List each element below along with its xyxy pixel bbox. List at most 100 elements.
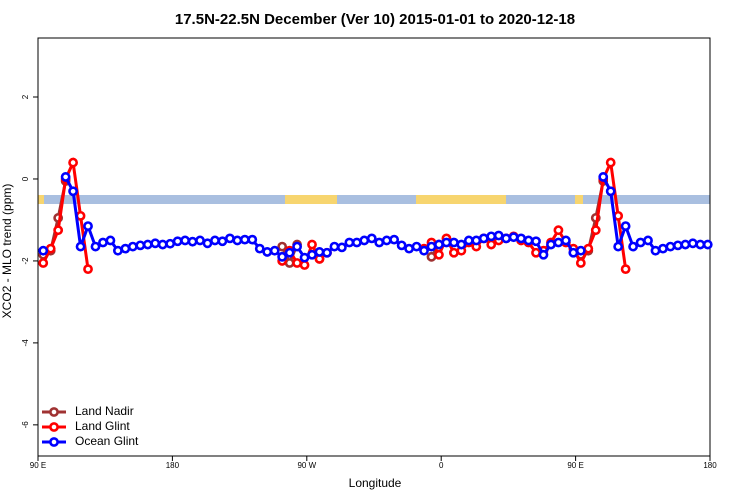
point bbox=[336, 242, 347, 253]
x-tick-label: 90 E bbox=[567, 461, 583, 470]
point bbox=[419, 245, 429, 256]
point bbox=[404, 243, 414, 254]
point bbox=[322, 247, 332, 258]
point bbox=[135, 240, 146, 251]
x-tick-label: 0 bbox=[439, 461, 444, 470]
point bbox=[366, 233, 377, 244]
point bbox=[553, 225, 564, 236]
point bbox=[269, 245, 280, 256]
point bbox=[299, 252, 310, 263]
point bbox=[195, 235, 205, 246]
point bbox=[605, 186, 616, 197]
x-tick-label: 180 bbox=[166, 461, 180, 470]
point bbox=[329, 241, 340, 252]
point bbox=[150, 238, 161, 249]
point bbox=[165, 238, 176, 249]
point bbox=[523, 235, 534, 246]
point bbox=[516, 233, 526, 244]
point bbox=[680, 239, 691, 250]
point bbox=[598, 172, 609, 182]
point bbox=[254, 243, 265, 254]
point bbox=[493, 230, 504, 241]
point bbox=[172, 236, 183, 247]
point bbox=[202, 238, 213, 249]
point bbox=[284, 258, 295, 268]
point bbox=[314, 247, 325, 257]
point bbox=[643, 235, 653, 246]
point bbox=[463, 235, 474, 246]
point bbox=[501, 233, 512, 244]
point bbox=[583, 243, 594, 254]
point bbox=[396, 240, 407, 251]
point bbox=[351, 237, 362, 248]
x-tick-label: 90 W bbox=[297, 461, 316, 470]
point bbox=[568, 247, 579, 258]
point bbox=[277, 251, 288, 262]
point bbox=[441, 237, 452, 248]
point bbox=[142, 239, 153, 250]
point bbox=[83, 264, 93, 275]
legend-marker bbox=[49, 422, 59, 432]
legend-label: Land Glint bbox=[75, 419, 130, 433]
point bbox=[127, 241, 138, 252]
legend-label: Ocean Glint bbox=[75, 434, 139, 448]
point bbox=[486, 231, 497, 242]
point bbox=[695, 239, 706, 250]
point bbox=[374, 237, 385, 248]
point bbox=[53, 225, 64, 236]
point bbox=[292, 258, 302, 268]
point bbox=[486, 239, 497, 250]
point bbox=[575, 245, 586, 256]
series bbox=[38, 172, 713, 263]
point bbox=[471, 235, 482, 246]
point bbox=[426, 241, 437, 252]
point bbox=[307, 239, 317, 250]
point bbox=[292, 241, 302, 252]
point bbox=[590, 225, 601, 236]
x-tick-label: 90 E bbox=[30, 461, 46, 470]
point bbox=[90, 241, 101, 252]
point bbox=[120, 243, 131, 254]
x-tick-label: 180 bbox=[703, 461, 717, 470]
point bbox=[702, 239, 713, 250]
point bbox=[434, 249, 444, 260]
legend-marker bbox=[49, 437, 59, 447]
point bbox=[478, 233, 489, 244]
point bbox=[531, 236, 541, 247]
point bbox=[389, 234, 400, 245]
point bbox=[628, 241, 638, 252]
point bbox=[448, 237, 459, 248]
point bbox=[605, 157, 616, 168]
point bbox=[635, 237, 646, 248]
point bbox=[284, 247, 295, 258]
point bbox=[426, 251, 437, 262]
point bbox=[448, 247, 459, 258]
point bbox=[277, 241, 288, 252]
point bbox=[68, 157, 78, 168]
y-tick-label: -4 bbox=[21, 339, 30, 347]
point bbox=[613, 241, 624, 252]
point bbox=[456, 239, 467, 250]
point bbox=[687, 238, 698, 249]
surface-strip bbox=[38, 195, 710, 204]
legend-marker bbox=[49, 407, 59, 417]
point bbox=[98, 237, 108, 248]
y-tick-label: 0 bbox=[21, 176, 30, 181]
point bbox=[217, 236, 228, 247]
point bbox=[210, 235, 220, 246]
point bbox=[359, 235, 370, 246]
point bbox=[180, 235, 190, 246]
point bbox=[508, 232, 519, 243]
point bbox=[531, 247, 541, 258]
point bbox=[262, 247, 273, 257]
point bbox=[75, 241, 86, 252]
point bbox=[665, 241, 676, 252]
point bbox=[187, 236, 198, 247]
point bbox=[650, 245, 661, 256]
point bbox=[239, 234, 250, 245]
point bbox=[247, 234, 258, 245]
point bbox=[381, 235, 392, 246]
point bbox=[434, 239, 444, 250]
